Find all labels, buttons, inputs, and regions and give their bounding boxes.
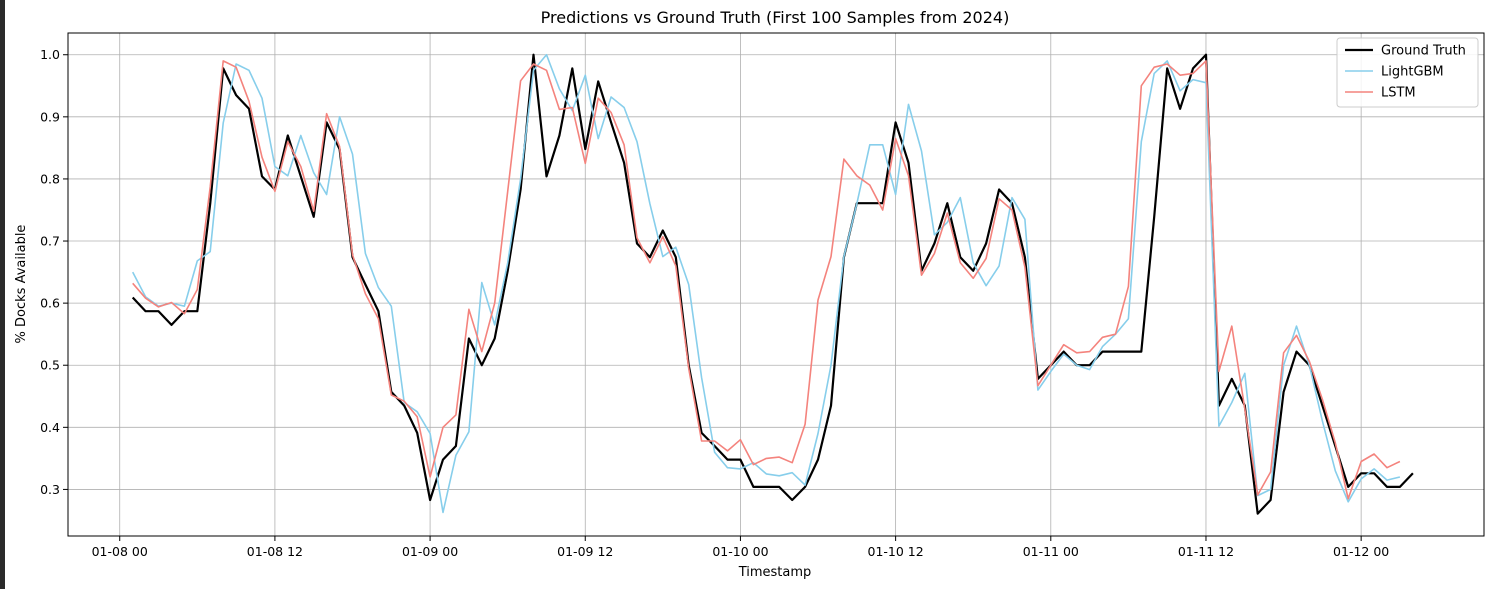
y-tick-label: 0.6 bbox=[40, 296, 60, 311]
x-tick-label: 01-09 12 bbox=[557, 544, 613, 559]
y-tick-label: 0.3 bbox=[40, 482, 60, 497]
x-tick-label: 01-11 12 bbox=[1178, 544, 1234, 559]
legend: Ground Truth LightGBM LSTM bbox=[1336, 37, 1479, 108]
x-tick-label: 01-12 00 bbox=[1333, 544, 1389, 559]
window-edge bbox=[0, 0, 5, 589]
legend-label-lstm: LSTM bbox=[1381, 86, 1416, 101]
chart-title: Predictions vs Ground Truth (First 100 S… bbox=[541, 8, 1010, 27]
y-axis-label: % Docks Available bbox=[14, 225, 29, 344]
y-tick-label: 0.4 bbox=[40, 420, 60, 435]
axis-ticks: 01-08 00 01-08 12 01-09 00 01-09 12 01-10 00… bbox=[40, 47, 1389, 559]
legend-box bbox=[1336, 37, 1479, 108]
y-tick-label: 1.0 bbox=[40, 47, 60, 62]
plot-area-frame bbox=[67, 32, 1485, 537]
x-tick-label: 01-08 00 bbox=[92, 544, 148, 559]
y-tick-label: 0.7 bbox=[40, 234, 60, 249]
x-tick-label: 01-10 00 bbox=[712, 544, 768, 559]
x-axis-label: Timestamp bbox=[738, 565, 812, 580]
legend-label-ground-truth: Ground Truth bbox=[1381, 44, 1466, 59]
y-tick-label: 0.9 bbox=[40, 109, 60, 124]
y-tick-label: 0.5 bbox=[40, 358, 60, 373]
legend-label-lightgbm: LightGBM bbox=[1381, 65, 1444, 80]
x-tick-label: 01-08 12 bbox=[247, 544, 303, 559]
x-tick-label: 01-11 00 bbox=[1023, 544, 1079, 559]
x-tick-label: 01-10 12 bbox=[868, 544, 924, 559]
series-line-lstm bbox=[132, 60, 1401, 500]
x-tick-label: 01-09 00 bbox=[402, 544, 458, 559]
series-line-lightgbm bbox=[131, 53, 1401, 514]
series-lines bbox=[131, 53, 1414, 515]
y-tick-label: 0.8 bbox=[40, 171, 60, 186]
